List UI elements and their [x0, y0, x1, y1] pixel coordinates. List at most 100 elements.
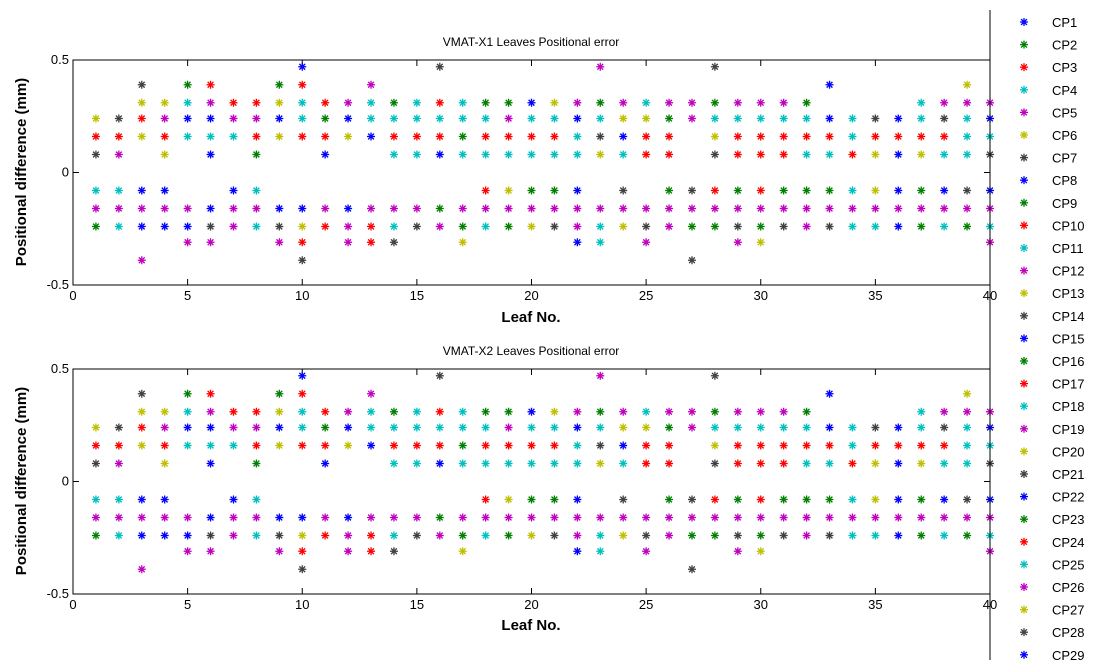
- data-point: [183, 204, 192, 213]
- x-axis-label-top: Leaf No.: [501, 309, 560, 326]
- data-point: [619, 423, 628, 432]
- data-point: [275, 389, 284, 398]
- data-point: [481, 204, 490, 213]
- data-point: [963, 531, 972, 540]
- data-point: [550, 423, 559, 432]
- legend-marker: [1020, 85, 1028, 94]
- data-point: [756, 150, 765, 159]
- data-point: [619, 132, 628, 141]
- data-point: [458, 238, 467, 247]
- data-point: [871, 459, 880, 468]
- legend-marker: [1020, 492, 1028, 501]
- data-point: [596, 98, 605, 107]
- data-point: [573, 407, 582, 416]
- data-point: [137, 222, 146, 231]
- legend-marker: [1020, 379, 1028, 388]
- data-point: [687, 256, 696, 265]
- data-point: [642, 423, 651, 432]
- data-point: [298, 256, 307, 265]
- legend-marker: [1020, 266, 1028, 275]
- data-point: [802, 114, 811, 123]
- data-point: [344, 204, 353, 213]
- legend-marker: [1020, 537, 1028, 546]
- data-point: [160, 186, 169, 195]
- data-point: [114, 222, 123, 231]
- data-point: [710, 132, 719, 141]
- data-point: [825, 513, 834, 522]
- data-point: [550, 441, 559, 450]
- data-point: [894, 222, 903, 231]
- data-point: [802, 132, 811, 141]
- legend-entry: CP3: [1052, 60, 1077, 75]
- data-point: [596, 238, 605, 247]
- x-tick-label-top: 25: [639, 288, 653, 303]
- data-point: [871, 186, 880, 195]
- data-point: [665, 132, 674, 141]
- x-tick-label-bottom: 5: [184, 597, 191, 612]
- data-point: [137, 186, 146, 195]
- data-point: [733, 132, 742, 141]
- data-point: [160, 441, 169, 450]
- data-point: [137, 407, 146, 416]
- data-point: [710, 531, 719, 540]
- data-point: [367, 547, 376, 556]
- legend-marker: [1020, 470, 1028, 478]
- data-point: [137, 80, 146, 89]
- x-tick-label-top: 5: [184, 288, 191, 303]
- data-point: [963, 459, 972, 468]
- data-point: [573, 547, 582, 556]
- data-point: [114, 186, 123, 195]
- data-point: [275, 98, 284, 107]
- data-point: [779, 114, 788, 123]
- legend-entry: CP20: [1052, 444, 1085, 459]
- data-point: [756, 407, 765, 416]
- data-point: [963, 441, 972, 450]
- data-point: [344, 407, 353, 416]
- legend-marker: [1020, 628, 1028, 637]
- data-point: [550, 531, 559, 540]
- data-point: [137, 495, 146, 504]
- data-point: [229, 114, 238, 123]
- data-point: [435, 62, 444, 71]
- data-point: [183, 407, 192, 416]
- data-point: [894, 513, 903, 522]
- data-point: [963, 204, 972, 213]
- data-point: [412, 407, 421, 416]
- data-point: [504, 513, 513, 522]
- data-point: [802, 495, 811, 504]
- data-point: [183, 238, 192, 247]
- data-point: [963, 98, 972, 107]
- data-point: [871, 513, 880, 522]
- data-point: [733, 513, 742, 522]
- data-point: [252, 531, 261, 540]
- data-point: [550, 132, 559, 141]
- data-point: [825, 114, 834, 123]
- data-point: [527, 459, 536, 468]
- data-point: [435, 407, 444, 416]
- data-point: [779, 150, 788, 159]
- legend-items: CP1 CP2 CP3 CP4 CP5 CP6 CP7 CP8 CP9 CP10 CP11 CP12 C…: [1020, 15, 1085, 660]
- data-point: [206, 513, 215, 522]
- data-point: [756, 132, 765, 141]
- data-point: [458, 114, 467, 123]
- data-point: [687, 407, 696, 416]
- data-point: [894, 204, 903, 213]
- data-point: [367, 238, 376, 247]
- data-point: [756, 204, 765, 213]
- data-point: [481, 114, 490, 123]
- data-point: [344, 98, 353, 107]
- data-point: [344, 222, 353, 231]
- data-point: [779, 222, 788, 231]
- data-point: [779, 531, 788, 540]
- data-point: [802, 513, 811, 522]
- data-point: [321, 150, 330, 159]
- legend-entry: CP5: [1052, 105, 1077, 120]
- data-point: [412, 150, 421, 159]
- data-point: [848, 204, 857, 213]
- data-point: [871, 423, 880, 432]
- legend-entry: CP9: [1052, 196, 1077, 211]
- data-point: [389, 407, 398, 416]
- data-point: [229, 204, 238, 213]
- data-point: [275, 204, 284, 213]
- data-point: [137, 204, 146, 213]
